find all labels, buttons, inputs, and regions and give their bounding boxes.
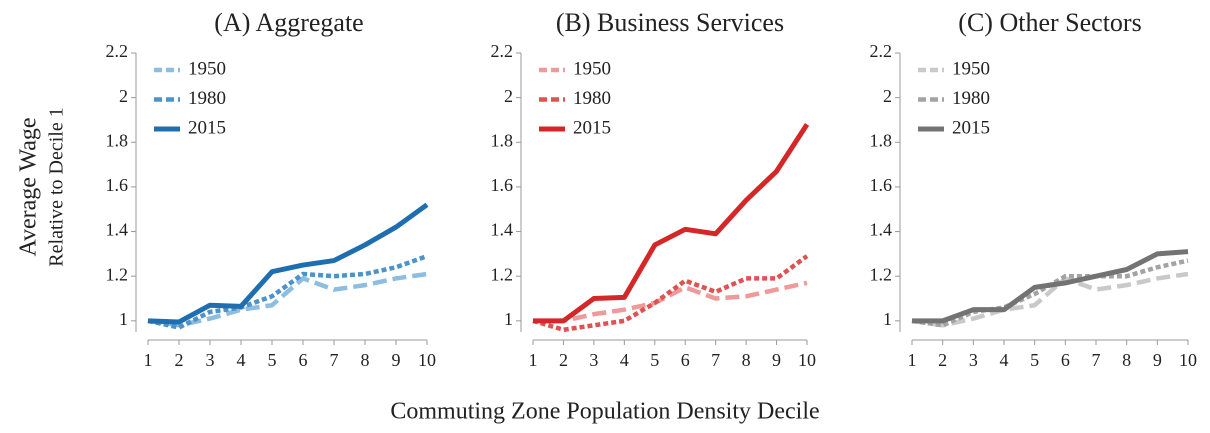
series-line <box>911 271 1189 328</box>
y-tick-label: 1.6 <box>491 175 514 195</box>
legend-label: 1980 <box>952 88 990 109</box>
series-line <box>147 202 429 325</box>
x-tick-label: 2 <box>938 350 947 370</box>
x-tick-label: 4 <box>1000 350 1009 370</box>
y-axis-label: Average Wage <box>16 117 42 256</box>
y-tick-label: 2 <box>119 86 128 106</box>
x-tick-label: 10 <box>798 350 816 370</box>
y-tick-label: 1.2 <box>491 264 514 284</box>
series-line <box>532 254 809 333</box>
y-tick-label: 2.2 <box>870 41 893 61</box>
legend-label: 2015 <box>188 117 226 138</box>
y-tick-label: 1.6 <box>870 175 893 195</box>
y-axis-sublabel: Relative to Decile 1 <box>46 107 68 266</box>
y-tick-label: 1.8 <box>870 130 893 150</box>
x-tick-label: 1 <box>144 350 153 370</box>
x-tick-label: 5 <box>650 350 659 370</box>
legend-label: 1950 <box>573 58 611 79</box>
legend-label: 1950 <box>952 58 990 79</box>
x-tick-label: 8 <box>361 350 370 370</box>
x-tick-label: 5 <box>1030 350 1039 370</box>
x-tick-label: 10 <box>1179 350 1197 370</box>
legend-label: 1950 <box>188 58 226 79</box>
y-tick-label: 2.2 <box>491 41 514 61</box>
legend-label: 1980 <box>188 88 226 109</box>
x-tick-label: 9 <box>1153 350 1162 370</box>
y-tick-label: 1 <box>119 309 128 329</box>
x-tick-label: 3 <box>589 350 598 370</box>
x-tick-label: 8 <box>742 350 751 370</box>
x-tick-label: 4 <box>237 350 246 370</box>
y-tick-label: 1.6 <box>106 175 129 195</box>
legend-label: 2015 <box>952 117 990 138</box>
series-line <box>533 280 808 324</box>
x-tick-label: 7 <box>330 350 339 370</box>
x-tick-label: 3 <box>206 350 215 370</box>
y-tick-label: 2 <box>504 86 513 106</box>
y-tick-label: 1.8 <box>106 130 129 150</box>
legend-label: 1980 <box>573 88 611 109</box>
y-tick-label: 2.2 <box>106 41 129 61</box>
x-tick-label: 1 <box>908 350 917 370</box>
x-tick-label: 5 <box>268 350 277 370</box>
x-tick-label: 6 <box>681 350 690 370</box>
x-tick-label: 2 <box>175 350 184 370</box>
x-tick-label: 6 <box>299 350 308 370</box>
x-tick-label: 9 <box>772 350 781 370</box>
x-tick-label: 3 <box>969 350 978 370</box>
x-tick-label: 10 <box>418 350 436 370</box>
y-tick-label: 2 <box>883 86 892 106</box>
y-tick-label: 1.2 <box>106 264 129 284</box>
x-tick-label: 8 <box>1122 350 1131 370</box>
y-tick-label: 1.4 <box>870 220 893 240</box>
series-line <box>533 123 810 324</box>
x-tick-label: 4 <box>620 350 629 370</box>
y-tick-label: 1.4 <box>106 220 129 240</box>
x-axis-label: Commuting Zone Population Density Decile <box>390 399 819 425</box>
x-tick-label: 1 <box>529 350 538 370</box>
x-tick-label: 6 <box>1061 350 1070 370</box>
legend-label: 2015 <box>573 117 611 138</box>
panel-title: (A) Aggregate <box>214 8 363 37</box>
y-tick-label: 1.4 <box>491 220 514 240</box>
y-tick-label: 1.2 <box>870 264 893 284</box>
y-tick-label: 1.8 <box>491 130 514 150</box>
x-tick-label: 9 <box>392 350 401 370</box>
y-tick-label: 1 <box>504 309 513 329</box>
series-line <box>147 253 428 330</box>
x-tick-label: 7 <box>711 350 720 370</box>
panel-title: (C) Other Sectors <box>958 8 1141 37</box>
y-tick-label: 1 <box>883 309 892 329</box>
x-tick-label: 7 <box>1092 350 1101 370</box>
panel-title: (B) Business Services <box>556 8 784 37</box>
series-line <box>912 249 1189 324</box>
x-tick-label: 2 <box>559 350 568 370</box>
